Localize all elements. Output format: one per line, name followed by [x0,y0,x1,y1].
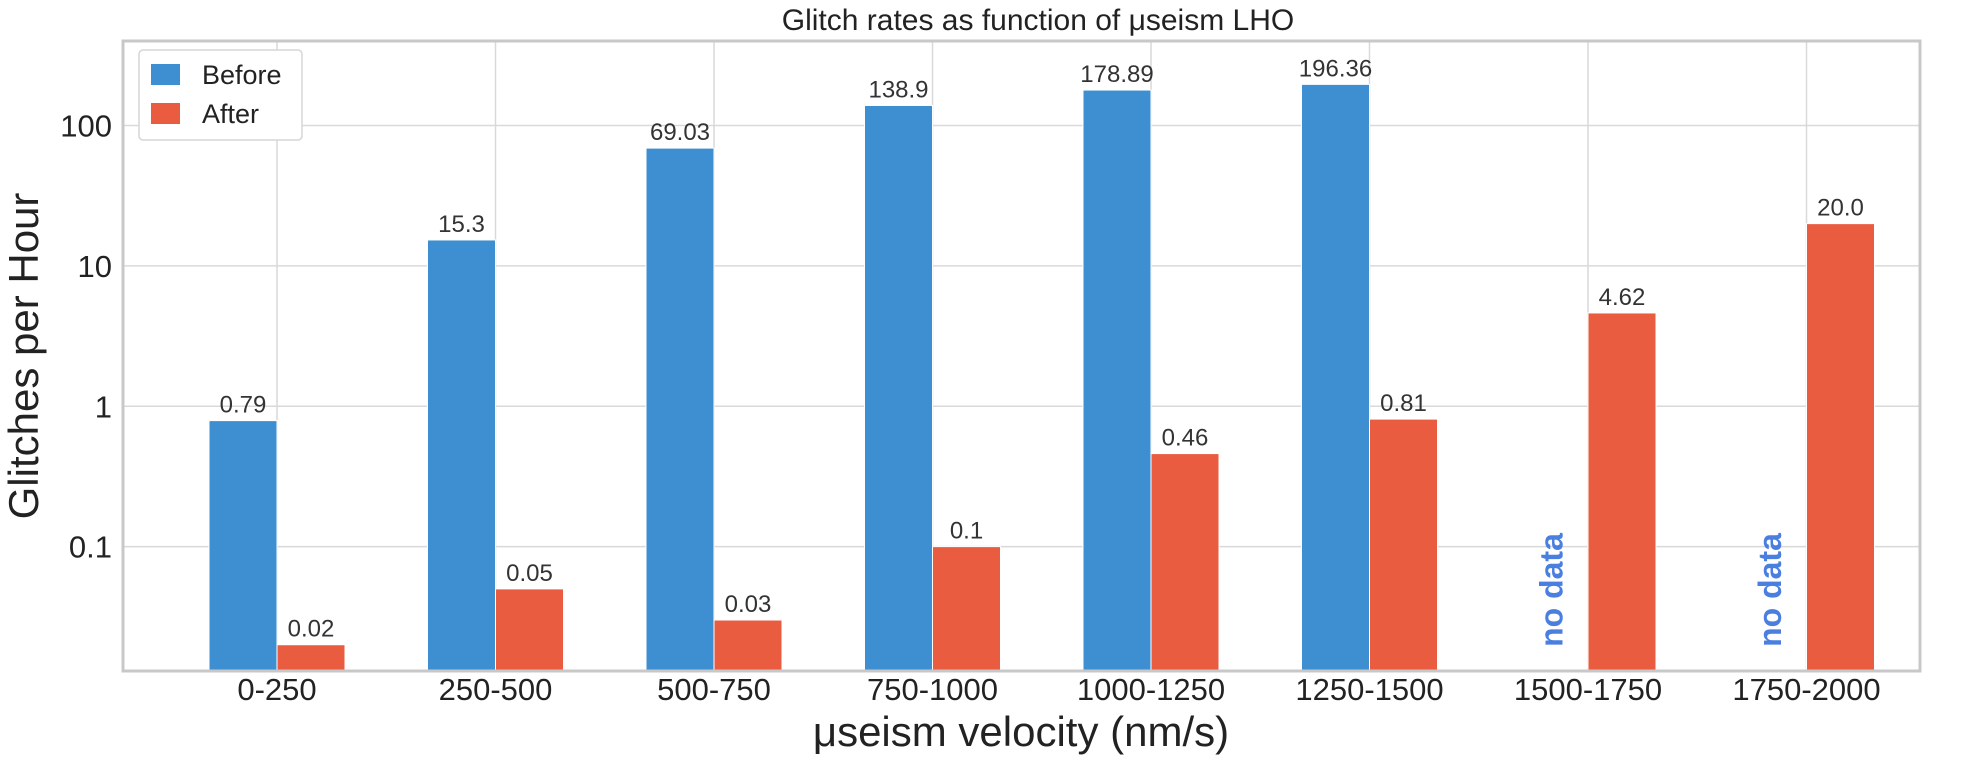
y-axis-label: Glitches per Hour [0,193,47,520]
x-tick-label: 1250-1500 [1295,672,1443,707]
bar-value-label: 15.3 [438,211,485,238]
bar-before-250-500 [427,239,496,672]
x-tick-label: 1000-1250 [1077,672,1225,707]
bar-after-1000-1250 [1150,453,1220,672]
chart-title: Glitch rates as function of μseism LHO [782,4,1294,37]
bar-value-label: 0.05 [506,560,553,587]
bar-before-1250-1500 [1301,83,1370,672]
bar-value-label: 0.03 [725,591,772,618]
legend-label-after: After [202,99,259,129]
bar-before-500-750 [645,147,715,672]
x-axis-label: μseism velocity (nm/s) [813,708,1229,755]
bar-value-label: 0.79 [220,392,267,419]
y-tick-label: 10 [78,249,112,284]
bar-after-1250-1500 [1369,418,1438,672]
legend-swatch-before [151,64,180,85]
bar-value-label: 0.46 [1162,425,1209,452]
x-tick-label: 250-500 [439,672,553,707]
bar-after-0-250 [276,644,346,672]
legend: Before After [138,49,303,141]
bar-after-750-1000 [932,546,1001,672]
no-data-annotation: no data [1533,533,1569,647]
bar-value-label: 69.03 [650,119,710,146]
plot-frame [121,39,1922,673]
x-tick-label: 500-750 [657,672,771,707]
y-axis-ticks: 0.1 1 10 100 [60,109,112,565]
x-tick-label: 1750-2000 [1732,672,1880,707]
bar-value-label: 178.89 [1080,61,1153,88]
bar-value-label: 138.9 [868,76,928,103]
y-tick-label: 1 [95,389,112,424]
bar-after-250-500 [495,588,564,672]
x-tick-label: 0-250 [237,672,316,707]
y-tick-label: 0.1 [69,530,112,565]
x-tick-label: 750-1000 [867,672,998,707]
x-tick-label: 1500-1750 [1514,672,1662,707]
bar-value-label: 0.02 [288,616,335,643]
bar-after-1500-1750 [1587,312,1657,672]
bar-after-1750-2000 [1806,223,1875,672]
bar-before-750-1000 [864,104,933,672]
bar-value-label: 20.0 [1817,195,1864,222]
bars [208,83,1875,672]
x-axis-ticks: 0-250 250-500 500-750 750-1000 1000-1250 1250… [237,672,1880,707]
bar-value-label: 196.36 [1299,55,1372,82]
bar-after-500-750 [713,619,783,672]
bar-before-0-250 [208,420,278,672]
y-tick-label: 100 [60,109,112,144]
bar-before-1000-1250 [1082,89,1152,672]
no-data-annotation: no data [1752,533,1788,647]
bar-labels: 0.79 15.3 69.03 138.9 178.89 196.36 0.02 0.05 0.… [220,55,1864,642]
bar-value-label: 4.62 [1599,284,1646,311]
legend-swatch-after [151,103,180,124]
bar-value-label: 0.81 [1380,390,1427,417]
annotations: no data no data [1533,533,1788,647]
legend-label-before: Before [202,60,282,90]
bar-value-label: 0.1 [950,518,983,545]
